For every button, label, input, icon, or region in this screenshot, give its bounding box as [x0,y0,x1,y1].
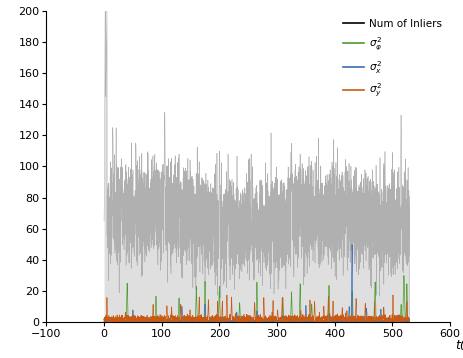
Legend: Num of Inliers, $\sigma_{\varphi}^2$, $\sigma_{x}^2$, $\sigma_{y}^2$: Num of Inliers, $\sigma_{\varphi}^2$, $\… [339,16,444,102]
X-axis label: t(s): t(s) [455,339,463,352]
